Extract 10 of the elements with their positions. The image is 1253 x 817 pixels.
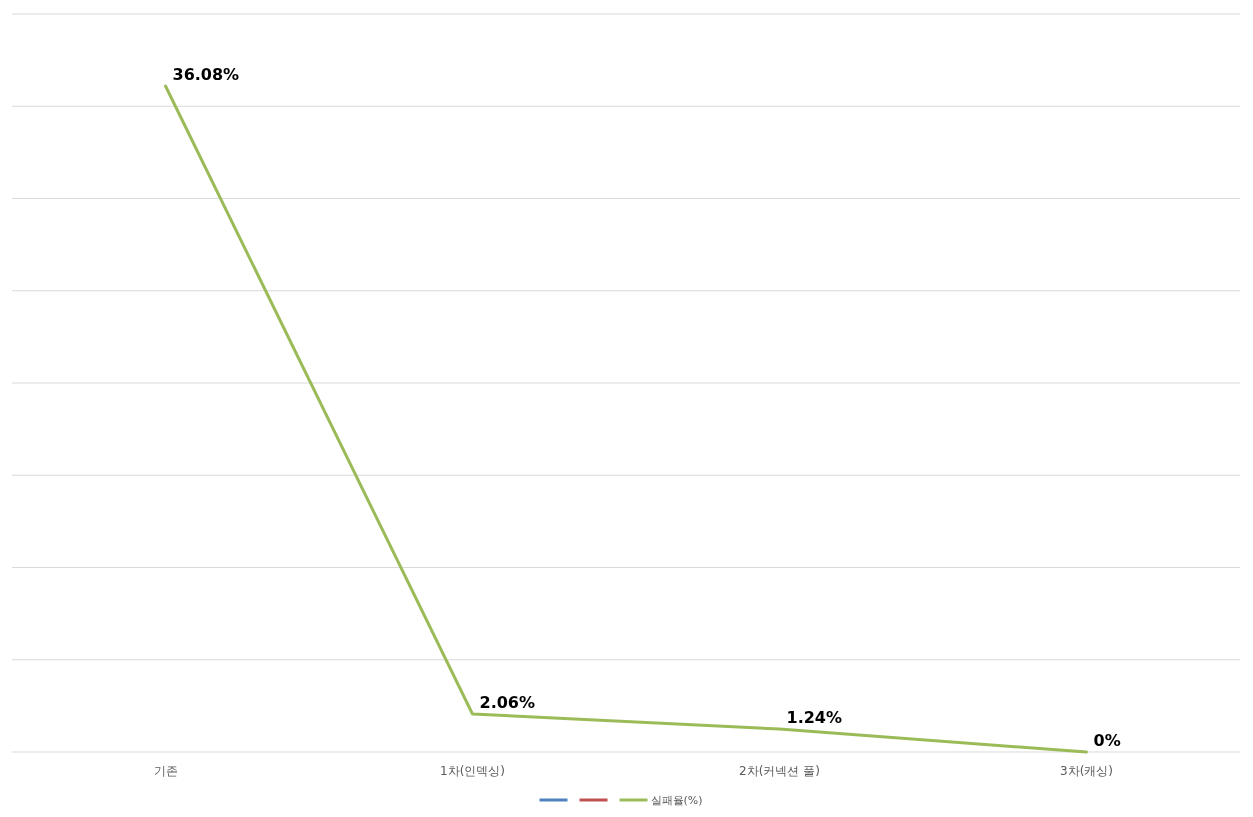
data-label: 36.08% — [172, 65, 240, 84]
data-label: 0% — [1093, 731, 1121, 750]
x-tick-label: 기존 — [153, 764, 178, 778]
data-label: 1.24% — [786, 708, 843, 728]
x-tick-label: 3차(캐싱) — [1060, 764, 1113, 778]
x-tick-label: 1차(인덱싱) — [440, 764, 505, 778]
legend: 실패율(%) — [539, 794, 703, 807]
legend-label: 실패율(%) — [650, 794, 703, 807]
x-tick-label: 2차(커넥션 풀) — [739, 764, 820, 778]
data-label: 2.06% — [479, 692, 536, 712]
